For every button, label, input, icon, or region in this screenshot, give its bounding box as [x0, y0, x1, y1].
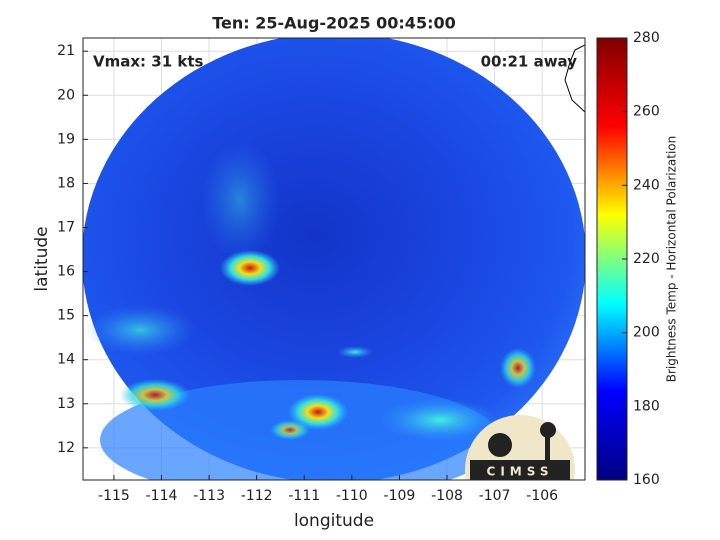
colorbar-tick-label: 280	[633, 30, 660, 46]
x-tick-label: -115	[98, 488, 130, 504]
y-tick-label: 19	[57, 131, 75, 147]
colorbar-tick-label: 160	[633, 472, 660, 488]
cloud	[120, 379, 190, 411]
cloud	[200, 140, 280, 260]
x-tick-label: -108	[431, 488, 463, 504]
image-layer: CIMSS	[83, 38, 585, 480]
y-tick-label: 16	[57, 264, 75, 280]
colorbar-tick-label: 180	[633, 398, 660, 414]
y-tick-label: 13	[57, 396, 75, 412]
cloud	[85, 305, 195, 355]
colorbar-tick-label: 200	[633, 325, 660, 341]
coastline	[564, 44, 585, 113]
cloud	[500, 348, 536, 388]
x-tick-label: -107	[479, 488, 511, 504]
cloud	[380, 398, 500, 442]
cloud	[270, 420, 310, 440]
cloud	[337, 346, 373, 358]
y-tick-label: 17	[57, 219, 75, 235]
logo: CIMSS	[465, 415, 575, 480]
chart-title: Ten: 25-Aug-2025 00:45:00	[212, 14, 455, 33]
y-tick-label: 18	[57, 175, 75, 191]
colorbar-tick-label: 240	[633, 177, 660, 193]
x-tick-label: -111	[288, 488, 320, 504]
x-tick-label: -113	[193, 488, 225, 504]
y-tick-label: 15	[57, 308, 75, 324]
colorbar-tick-label: 220	[633, 251, 660, 267]
logo-text: CIMSS	[487, 465, 554, 479]
y-tick-label: 21	[57, 43, 75, 59]
x-axis-label: longitude	[294, 511, 374, 531]
x-tick-label: -109	[384, 488, 416, 504]
x-tick-label: -110	[336, 488, 368, 504]
annotation: Vmax: 31 kts	[93, 53, 203, 71]
y-tick-label: 14	[57, 352, 75, 368]
colorbar-label: Brightness Temp - Horizontal Polarizatio…	[665, 136, 679, 383]
y-axis-label: latitude	[32, 226, 52, 291]
y-tick-label: 20	[57, 87, 75, 103]
axes-box	[82, 37, 586, 481]
cloud	[288, 394, 348, 430]
swath	[83, 38, 585, 480]
y-tick-label: 12	[57, 440, 75, 456]
annotation: 00:21 away	[481, 53, 578, 71]
x-tick-label: -112	[241, 488, 273, 504]
colorbar-tick-label: 260	[633, 104, 660, 120]
x-tick-label: -114	[146, 488, 178, 504]
x-tick-label: -106	[526, 488, 558, 504]
